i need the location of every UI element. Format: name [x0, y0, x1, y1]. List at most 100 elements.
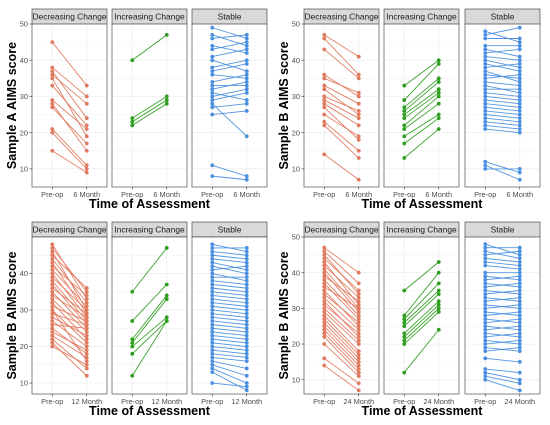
data-point [210, 101, 215, 106]
series-line [485, 103, 520, 108]
data-point [244, 58, 249, 63]
data-point [84, 94, 89, 99]
data-point [322, 98, 327, 102]
series-line [51, 284, 88, 325]
data-point [483, 112, 488, 117]
data-point [322, 320, 327, 325]
series-line [212, 298, 247, 304]
data-point [436, 112, 441, 117]
data-point [210, 308, 215, 312]
data-point [84, 373, 89, 378]
data-point [517, 359, 522, 364]
series-line [403, 63, 440, 101]
data-point [50, 105, 55, 110]
data-point [322, 32, 327, 37]
series-line [403, 103, 440, 130]
data-point [210, 293, 215, 298]
series-line [485, 74, 520, 79]
data-point [50, 148, 55, 153]
data-point [322, 306, 327, 311]
data-point [244, 366, 249, 371]
facet-strip-label: Stable [491, 225, 515, 235]
data-point [244, 69, 249, 73]
data-point [210, 174, 215, 179]
data-point [483, 335, 488, 339]
data-point [244, 271, 249, 276]
series-line [323, 325, 360, 363]
data-point [517, 320, 522, 325]
data-point [84, 289, 89, 294]
series-line [403, 128, 440, 159]
series-line [212, 302, 247, 307]
series-line [212, 27, 247, 39]
data-point [517, 338, 522, 343]
data-point [483, 324, 488, 329]
series-line [52, 346, 87, 366]
data-point [436, 90, 441, 95]
data-point [356, 90, 361, 95]
data-point [210, 315, 215, 320]
data-point [517, 317, 522, 321]
data-point [210, 257, 215, 261]
facet-panel: Decreasing Change Pre-op 6 Month [31, 8, 108, 199]
data-point [244, 98, 249, 102]
data-point [244, 177, 249, 182]
data-point [244, 359, 249, 364]
facet-strip-label: Decreasing Change [32, 12, 106, 22]
data-point [402, 116, 407, 121]
facet-strip-label: Stable [218, 225, 242, 235]
series-line [323, 315, 360, 352]
series-line [212, 74, 247, 79]
data-point [356, 324, 361, 329]
series-line [485, 275, 520, 281]
data-point [402, 313, 407, 318]
data-point [322, 310, 327, 314]
data-point [210, 359, 215, 364]
data-point [483, 306, 488, 311]
data-point [517, 349, 522, 354]
series-line [212, 309, 247, 315]
data-point [244, 257, 249, 261]
data-point [244, 344, 249, 349]
data-point [402, 342, 407, 346]
data-point [244, 36, 249, 41]
data-point [322, 270, 327, 275]
series-line [132, 96, 167, 119]
data-point [322, 288, 327, 293]
data-point [322, 335, 327, 339]
data-point [356, 356, 361, 361]
data-point [210, 326, 215, 331]
data-point [84, 127, 89, 131]
series-line [485, 121, 520, 126]
data-point [483, 116, 488, 121]
x-tick-label: Pre-op [313, 190, 335, 199]
panel-border [31, 236, 108, 395]
data-point [517, 76, 522, 81]
data-point [210, 242, 215, 247]
data-point [84, 170, 89, 175]
facet-panel: Stable Pre-op 24 Month [464, 221, 541, 406]
data-point [483, 249, 488, 254]
series-line [212, 324, 247, 329]
data-point [483, 58, 488, 63]
data-point [402, 83, 407, 88]
data-point [483, 98, 488, 102]
data-point [483, 299, 488, 304]
data-point [210, 344, 215, 349]
data-point [517, 83, 522, 88]
data-point [84, 330, 89, 334]
data-point [210, 90, 215, 95]
data-point [244, 293, 249, 298]
data-point [210, 271, 215, 276]
series-line [212, 48, 247, 58]
x-tick-label: Pre-op [201, 397, 223, 406]
data-point [244, 51, 249, 55]
x-tick-label: Pre-op [393, 397, 415, 406]
series-line [485, 92, 520, 97]
data-point [244, 322, 249, 327]
data-point [483, 72, 488, 77]
series-line [485, 128, 520, 134]
series-line [212, 338, 247, 344]
series-line [52, 305, 87, 322]
data-point [517, 69, 522, 73]
